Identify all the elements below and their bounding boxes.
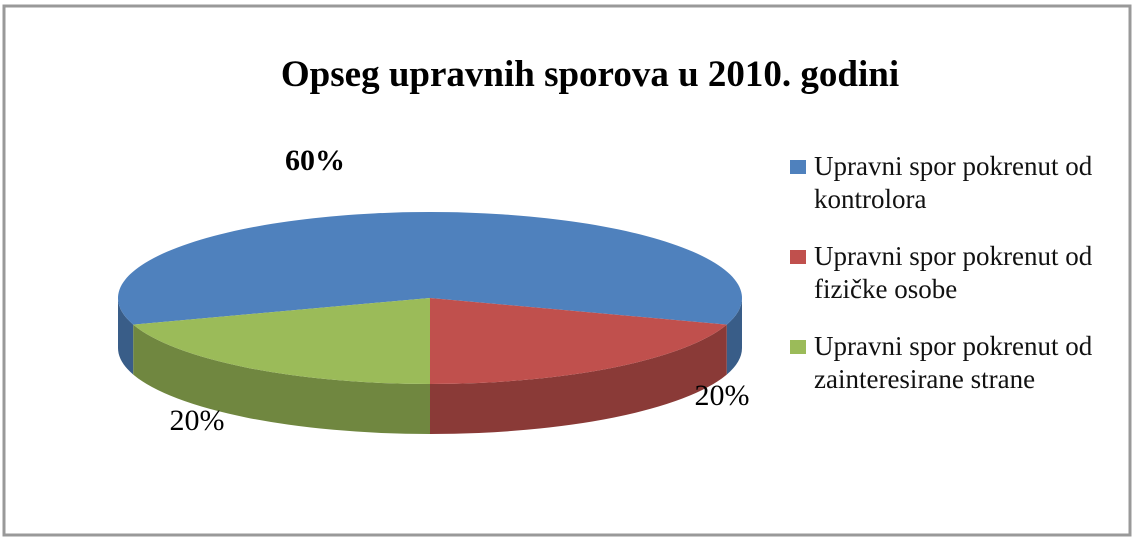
- data-label: 20%: [170, 404, 225, 437]
- slice: [117, 212, 742, 325]
- slice: [133, 298, 430, 384]
- legend-swatch: [790, 340, 806, 354]
- slice-side: [118, 298, 134, 375]
- legend-swatch: [790, 250, 806, 264]
- slice-side: [133, 324, 430, 434]
- chart-title: Opseg upravnih sporova u 2010. godini: [281, 54, 899, 95]
- legend-item: Upravni spor pokrenut od zainteresirane …: [788, 330, 1128, 396]
- data-label: 60%: [285, 144, 345, 177]
- slice-side: [726, 298, 742, 375]
- slice-side: [430, 324, 727, 434]
- legend-label: Upravni spor pokrenut od kontrolora: [814, 151, 1093, 214]
- legend-item: Upravni spor pokrenut od fizičke osobe: [788, 240, 1128, 306]
- data-label: 20%: [695, 379, 750, 412]
- slice: [430, 298, 727, 384]
- legend-label: Upravni spor pokrenut od fizičke osobe: [814, 241, 1093, 304]
- legend: Upravni spor pokrenut od kontrolora Uprav…: [788, 150, 1128, 420]
- legend-label: Upravni spor pokrenut od zainteresirane …: [814, 331, 1093, 394]
- legend-swatch: [790, 160, 806, 174]
- legend-item: Upravni spor pokrenut od kontrolora: [788, 150, 1128, 216]
